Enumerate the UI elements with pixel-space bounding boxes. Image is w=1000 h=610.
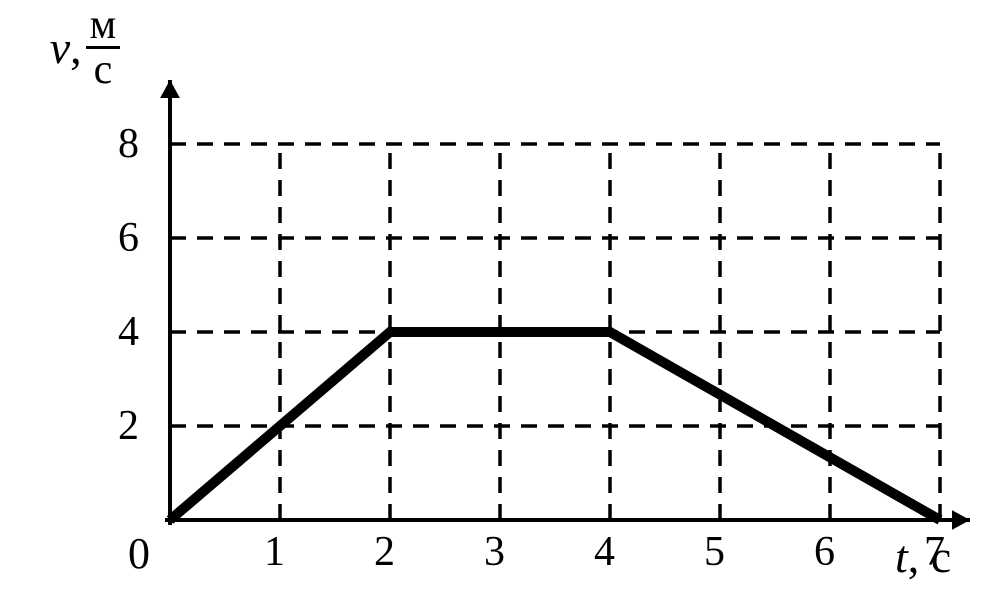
x-tick-3: 3 — [484, 528, 505, 576]
plot-svg — [0, 0, 1000, 610]
x-tick-4: 4 — [594, 528, 615, 576]
chart-container: { "chart": { "type": "line", "y_axis_lab… — [0, 0, 1000, 610]
y-axis-var: v — [50, 22, 70, 73]
y-axis-unit-bottom: c — [86, 46, 121, 91]
x-tick-2: 2 — [374, 528, 395, 576]
y-tick-6: 6 — [118, 214, 139, 262]
y-tick-4: 4 — [118, 308, 139, 356]
y-axis-unit-top: м — [86, 4, 121, 46]
origin-label: 0 — [128, 528, 150, 579]
x-tick-5: 5 — [704, 528, 725, 576]
x-tick-6: 6 — [814, 528, 835, 576]
y-axis-label: v, м c — [20, 4, 150, 91]
x-tick-7: 7 — [924, 528, 945, 576]
x-axis-var: t — [895, 531, 908, 582]
x-tick-1: 1 — [264, 528, 285, 576]
y-tick-8: 8 — [118, 120, 139, 168]
y-tick-2: 2 — [118, 402, 139, 450]
